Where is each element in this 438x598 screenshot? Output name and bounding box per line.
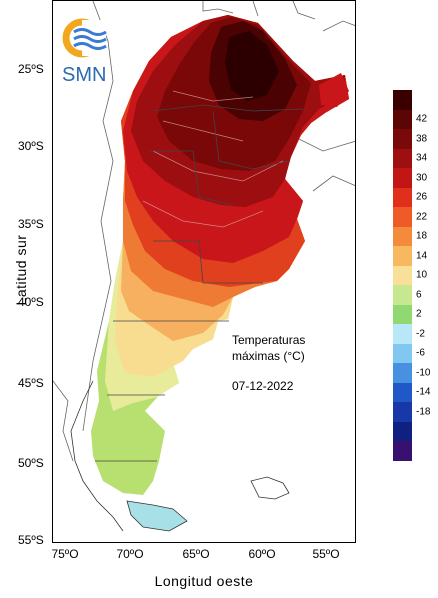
chile-coast <box>70 380 124 532</box>
legend-label: 2 <box>416 308 422 320</box>
legend-label: 10 <box>416 269 428 281</box>
legend-label: 22 <box>416 211 428 223</box>
temperature-map <box>53 1 355 532</box>
smn-logo-icon <box>62 18 107 58</box>
legend-swatch <box>393 402 412 422</box>
map-frame <box>52 0 356 543</box>
legend-swatch <box>393 187 412 208</box>
y-tick-label: 40ºS <box>18 295 44 309</box>
legend-swatch <box>393 324 412 344</box>
legend-swatch <box>393 441 412 461</box>
x-tick-label: 70ºO <box>116 547 144 561</box>
province-borders <box>95 104 304 462</box>
y-tick-label: 30ºS <box>18 139 44 153</box>
legend-swatch <box>393 363 412 383</box>
legend-label: 18 <box>416 230 428 242</box>
legend-swatch <box>393 90 412 110</box>
tierra-del-fuego <box>126 500 188 532</box>
x-tick-label: 75ºO <box>51 547 79 561</box>
logo-text: SMN <box>62 64 107 86</box>
map-title-line2: máximas (°C) <box>232 349 305 363</box>
smn-logo: SMN <box>60 12 122 92</box>
legend-label: 26 <box>416 191 428 203</box>
y-axis-title: Latitud sur <box>13 234 29 306</box>
x-tick-label: 60ºO <box>248 547 276 561</box>
legend-label: 30 <box>416 172 428 184</box>
legend-swatch <box>393 226 412 247</box>
legend-label: 38 <box>416 133 428 145</box>
map-date: 07-12-2022 <box>232 379 294 393</box>
legend-swatch <box>393 246 412 266</box>
legend-swatch <box>393 382 412 403</box>
legend-swatch <box>393 129 412 149</box>
x-tick-label: 65ºO <box>182 547 210 561</box>
x-axis-title: Longitud oeste <box>154 573 254 589</box>
legend-label: 34 <box>416 152 428 164</box>
legend-label: -10 <box>416 367 431 379</box>
legend-swatch <box>393 207 412 227</box>
legend-label: -18 <box>416 406 431 418</box>
y-tick-label: 50ºS <box>18 456 44 470</box>
legend-swatch <box>393 168 412 188</box>
legend-label: -14 <box>416 386 431 398</box>
legend-swatch <box>393 285 412 305</box>
y-tick-label: 35ºS <box>18 217 44 231</box>
malvinas-islands <box>250 476 290 500</box>
legend-swatch <box>393 343 412 364</box>
legend-label: -2 <box>416 328 425 340</box>
legend-label: 42 <box>416 113 428 125</box>
map-title-line1: Temperaturas <box>232 333 306 347</box>
legend-label: 14 <box>416 250 428 262</box>
y-tick-label: 25ºS <box>18 62 44 76</box>
legend-label: 6 <box>416 289 422 301</box>
x-tick-label: 55ºO <box>312 547 340 561</box>
temperature-field <box>91 15 349 495</box>
legend-swatch <box>393 304 412 325</box>
y-tick-label: 45ºS <box>18 376 44 390</box>
legend-label: -6 <box>416 347 425 359</box>
legend-swatch <box>393 109 412 130</box>
y-tick-label: 55ºS <box>18 533 44 547</box>
neighbor-borders <box>53 1 355 462</box>
legend-swatch <box>393 265 412 286</box>
isotherm-lines <box>142 90 284 228</box>
legend-swatch <box>393 421 412 442</box>
legend-swatch <box>393 148 412 169</box>
